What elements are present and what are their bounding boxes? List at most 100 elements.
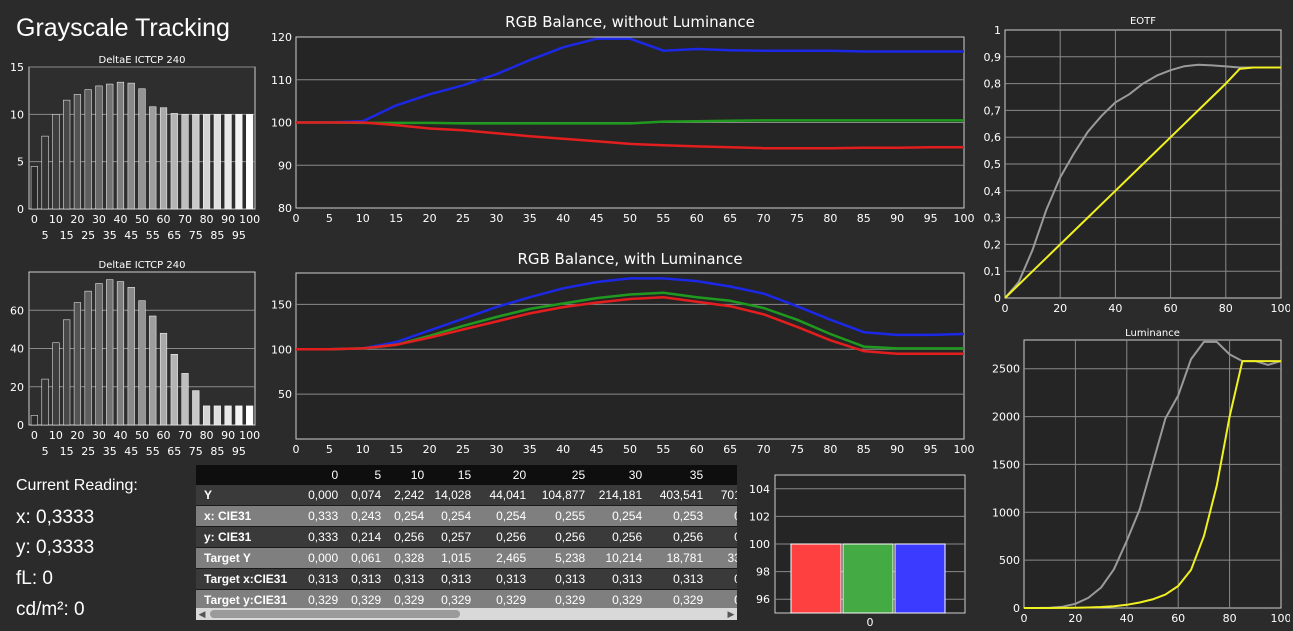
table-cell: 0,254 [706, 526, 737, 548]
bar [159, 332, 168, 426]
bar [202, 405, 211, 426]
scroll-right-arrow-icon[interactable]: ▶ [727, 609, 735, 619]
table-column-header: 40 [706, 465, 737, 485]
x-tick-label: 0 [31, 429, 38, 442]
reading-y-value: y: 0,3333 [16, 537, 95, 558]
x-tick-label: 10 [49, 213, 63, 226]
x-tick-label: 40 [556, 443, 570, 456]
table-column-header: 5 [341, 465, 385, 485]
x-tick-label: 90 [890, 212, 904, 225]
x-tick-label: 65 [723, 212, 737, 225]
y-tick-label: 0,4 [984, 185, 1002, 198]
table-cell: 0,254 [474, 505, 530, 527]
x-tick-label: 100 [239, 429, 260, 442]
table-column-header: 20 [474, 465, 530, 485]
bar-blue [894, 543, 946, 614]
table-row: Target x:CIE31 0,313 0,313 0,313 0,313 0,313 0… [196, 568, 737, 590]
x-tick-label: 60 [690, 443, 704, 456]
y-tick-label: 120 [271, 31, 292, 44]
series-line-blue [296, 37, 964, 124]
table-cell: 214,181 [588, 485, 646, 506]
x-tick-label: 0 [867, 616, 874, 629]
x-tick-label: 0 [293, 443, 300, 456]
table-cell: 10,214 [588, 547, 646, 569]
x-tick-label: 60 [157, 429, 171, 442]
y-tick-label: 0,1 [984, 265, 1002, 278]
x-tick-label: 70 [178, 429, 192, 442]
table-column-header: 25 [529, 465, 589, 485]
x-tick-label: 90 [221, 429, 235, 442]
bar [63, 319, 71, 426]
x-tick-label: 5 [326, 212, 333, 225]
x-tick-label: 85 [210, 445, 224, 458]
x-tick-label: 50 [135, 213, 149, 226]
bar [95, 85, 103, 210]
table-cell: 701,895 [706, 485, 737, 506]
table-row: y: CIE31 0,333 0,214 0,256 0,257 0,256 0,256 0,… [196, 526, 737, 548]
bar [84, 290, 92, 426]
x-tick-label: 75 [790, 212, 804, 225]
table-cell: 0,329 [706, 589, 737, 611]
y-tick-label: 0,2 [984, 238, 1002, 251]
table-header-corner [196, 465, 291, 485]
x-tick-label: 95 [232, 229, 246, 242]
table-cell: 0,329 [474, 589, 530, 611]
chart-title: RGB Balance, without Luminance [505, 13, 755, 31]
rgb-balance-with-luminance-chart: RGB Balance, with Luminance 50 100 150 0 5 10 1… [271, 250, 974, 456]
x-tick-label: 20 [70, 429, 84, 442]
deltae-chart-top: DeltaE ICTCP 240051015051015202530354045… [10, 55, 260, 242]
x-tick-label: 25 [456, 443, 470, 456]
table-cell: 1,015 [427, 547, 475, 569]
x-tick-label: 100 [239, 213, 260, 226]
plot-area [295, 272, 965, 440]
bar [138, 300, 146, 426]
table-row-label: Target x:CIE31 [196, 568, 291, 590]
x-tick-label: 20 [70, 213, 84, 226]
series-line-red [296, 121, 964, 150]
x-tick-label: 55 [656, 212, 670, 225]
x-tick-label: 35 [103, 229, 117, 242]
x-tick-label: 65 [167, 229, 181, 242]
table-horizontal-scrollbar[interactable]: ◀ ▶ [196, 608, 737, 620]
x-tick-label: 15 [60, 229, 74, 242]
table-cell: 0,313 [645, 568, 707, 590]
x-tick-label: 50 [623, 443, 637, 456]
bar [84, 89, 92, 210]
reading-fl-value: fL: 0 [16, 568, 53, 589]
table-cell: 0,256 [474, 526, 530, 548]
bar [170, 113, 178, 210]
table-cell: 0,329 [290, 589, 342, 611]
bar [73, 302, 82, 426]
x-tick-label: 75 [189, 445, 203, 458]
y-tick-label: 104 [749, 483, 770, 496]
current-reading-label: Current Reading: [16, 477, 138, 494]
x-tick-label: 55 [656, 443, 670, 456]
table-cell: 0,256 [588, 526, 646, 548]
scrollbar-thumb[interactable] [210, 610, 460, 618]
luminance-chart: Luminance 0 500 1000 1500 2000 2500 0 20 40 60 80 10… [992, 328, 1290, 625]
scroll-left-arrow-icon[interactable]: ◀ [198, 609, 206, 619]
x-tick-label: 75 [189, 229, 203, 242]
bar-green [842, 543, 894, 614]
table-cell: 0,333 [290, 526, 342, 548]
x-tick-label: 40 [113, 429, 127, 442]
x-tick-label: 90 [221, 213, 235, 226]
x-tick-label: 40 [1108, 302, 1122, 315]
y-tick-label: 0 [1013, 602, 1020, 615]
chart-title: DeltaE ICTCP 240 [99, 55, 186, 66]
x-tick-label: 0 [1002, 302, 1009, 315]
table-cell: 2,242 [384, 485, 428, 506]
x-tick-label: 35 [103, 445, 117, 458]
x-tick-label: 100 [1271, 302, 1291, 315]
x-tick-label: 50 [623, 212, 637, 225]
x-tick-label: 30 [92, 213, 106, 226]
x-tick-label: 55 [146, 445, 160, 458]
x-tick-label: 35 [523, 443, 537, 456]
bar [192, 114, 200, 210]
bar [192, 390, 200, 426]
x-tick-label: 40 [113, 213, 127, 226]
table-row: Y 0,000 0,074 2,242 14,028 44,041 104,877 214,1… [196, 485, 737, 506]
y-tick-label: 100 [749, 538, 770, 551]
x-tick-label: 10 [356, 212, 370, 225]
